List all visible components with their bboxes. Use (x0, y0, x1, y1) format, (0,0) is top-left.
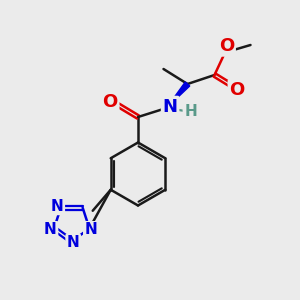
Text: O: O (230, 81, 244, 99)
Text: H: H (184, 103, 197, 118)
Text: N: N (85, 223, 97, 238)
Text: N: N (163, 98, 178, 116)
Text: O: O (103, 93, 118, 111)
Polygon shape (167, 82, 190, 108)
Text: N: N (44, 223, 57, 238)
Text: N: N (67, 235, 80, 250)
Text: O: O (219, 37, 234, 55)
Text: N: N (51, 199, 64, 214)
